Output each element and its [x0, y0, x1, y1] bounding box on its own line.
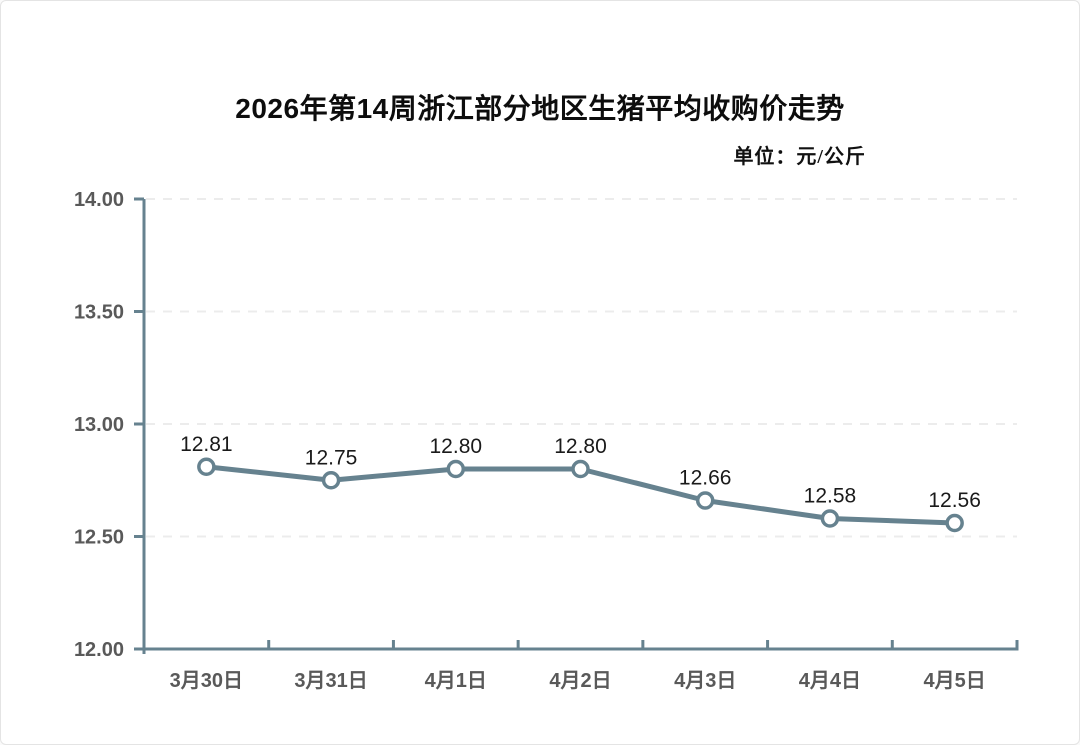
data-point-label: 12.66 [679, 467, 732, 490]
x-tick-label: 4月3日 [674, 670, 736, 692]
data-point-marker [695, 491, 715, 510]
data-point-label: 12.80 [430, 435, 483, 458]
data-point-marker [321, 471, 341, 490]
y-tick-label: 12.50 [74, 527, 124, 549]
data-point-label: 12.56 [928, 489, 981, 512]
chart-title: 2026年第14周浙江部分地区生猪平均收购价走势 [235, 93, 845, 124]
data-point-label: 12.58 [804, 485, 857, 508]
data-point-marker [571, 459, 590, 479]
x-tick-label: 3月30日 [170, 670, 243, 692]
x-tick-label: 4月1日 [425, 670, 487, 692]
y-tick-label: 12.00 [74, 639, 124, 661]
data-point-label: 12.81 [180, 433, 233, 456]
data-point-label: 12.75 [305, 446, 358, 469]
x-tick-label: 4月4日 [799, 670, 861, 692]
x-tick-label: 4月5日 [924, 670, 986, 692]
y-tick-label: 13.00 [74, 414, 124, 436]
x-tick-label: 3月31日 [294, 670, 367, 692]
data-point-marker [820, 509, 840, 528]
x-tick-label: 4月2日 [549, 670, 611, 692]
unit-label: 单位：元/公斤 [733, 146, 866, 168]
data-point-marker [197, 457, 216, 476]
data-point-label: 12.80 [554, 435, 607, 458]
data-point-marker [945, 513, 964, 533]
data-point-marker [446, 459, 466, 479]
y-tick-label: 13.50 [74, 302, 124, 324]
y-tick-label: 14.00 [74, 189, 124, 211]
